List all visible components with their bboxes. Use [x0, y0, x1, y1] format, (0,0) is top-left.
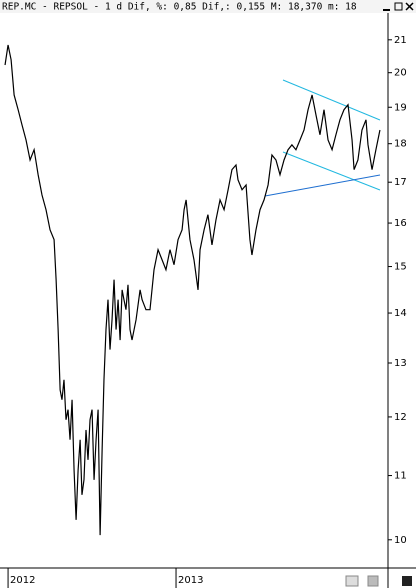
restore-button[interactable] — [394, 2, 403, 11]
trend-line — [282, 79, 381, 121]
y-tick-label: 20 — [394, 68, 407, 79]
y-tick-label: 13 — [394, 358, 407, 369]
bottom-icons — [345, 575, 412, 587]
y-tick-label: 11 — [394, 471, 407, 482]
y-tick-label: 21 — [394, 35, 407, 46]
y-tick-label: 19 — [394, 102, 407, 113]
y-tick-label: 12 — [394, 412, 407, 423]
x-tick-label: 2012 — [10, 575, 35, 586]
y-tick-label: 14 — [394, 308, 407, 319]
price-line — [4, 44, 381, 536]
y-tick-label: 17 — [394, 177, 407, 188]
y-tick-label: 15 — [394, 262, 407, 273]
y-tick-label: 10 — [394, 535, 407, 546]
close-button[interactable] — [405, 2, 414, 11]
header-bar — [0, 0, 416, 13]
trend-line — [264, 174, 381, 197]
tool-icon[interactable] — [345, 575, 359, 587]
y-tick-label: 16 — [394, 218, 407, 229]
window-controls — [380, 0, 416, 13]
tool-icon[interactable] — [367, 575, 379, 587]
x-tick-label: 2013 — [178, 575, 203, 586]
tool-icon[interactable] — [402, 576, 412, 586]
y-tick-label: 18 — [394, 139, 407, 150]
chart-title: REP.MC - REPSOL - 1 d Dif, %: 0,85 Dif,:… — [2, 2, 357, 13]
trend-line — [282, 151, 381, 191]
